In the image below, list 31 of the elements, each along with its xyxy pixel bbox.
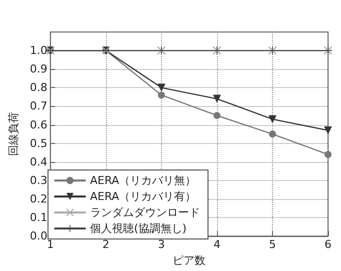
x-axis-title: ピア数 [172,254,206,267]
legend-label: AERA（リカバリ無） [90,174,196,187]
y-tick-label: 1.0 [30,44,48,58]
y-tick-label: 0.0 [30,230,48,243]
y-axis-title: 回線負荷 [7,112,20,156]
y-tick-label: 0.9 [30,62,48,76]
point [158,92,165,99]
point [157,84,166,92]
y-tick-label: 0.3 [30,174,48,187]
x-tick-label: 2 [102,238,110,252]
x-tick-label: 6 [324,238,332,252]
point [268,130,276,138]
y-tick-label: 0.2 [30,192,48,206]
point [324,150,332,158]
y-tick-label: 0.8 [30,81,48,94]
y-tick-label: 0.5 [30,136,48,150]
point [212,94,221,103]
y-tick-label: 0.6 [30,118,48,132]
y-tick-label: 0.4 [30,155,48,168]
legend-label: ランダムダウンロード [90,206,200,219]
x-tick-label: 1 [46,238,54,252]
point [324,126,332,134]
y-tick-label: 0.1 [30,211,48,224]
point [268,115,276,124]
x-tick-label: 4 [213,238,220,252]
legend-label: AERA（リカバリ有） [90,190,196,203]
x-tick-label: 3 [158,238,165,252]
legend-label: 個人視聴(協調無し) [90,222,187,235]
point [213,112,220,119]
y-tick-label: 0.7 [30,100,48,113]
x-tick-label: 5 [268,238,276,252]
